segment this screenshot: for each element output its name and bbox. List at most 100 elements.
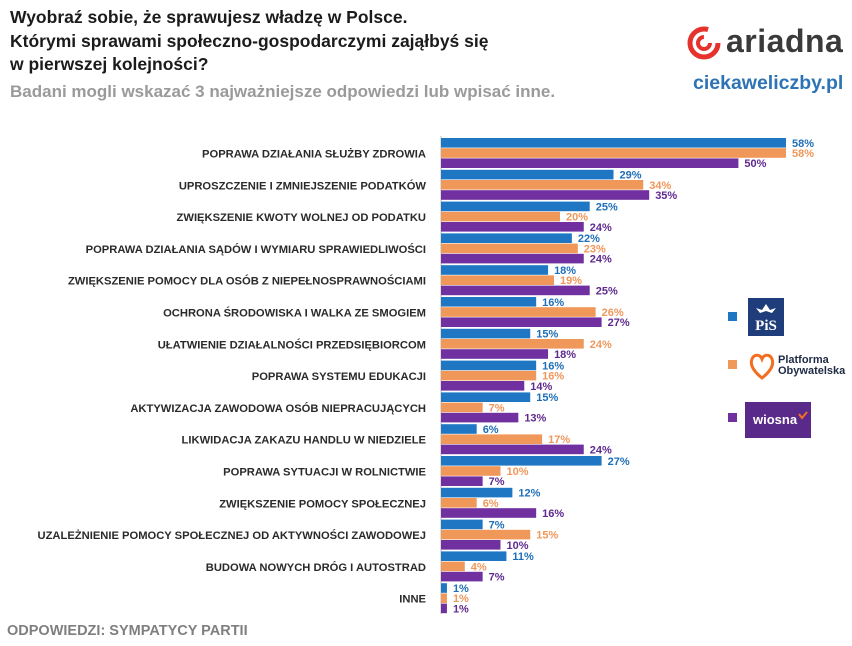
bar-wiosna xyxy=(441,253,584,264)
value-label-pis: 15% xyxy=(536,392,558,404)
value-label-pis: 22% xyxy=(578,233,600,245)
value-label-pis: 58% xyxy=(792,138,814,150)
bar-wiosna xyxy=(441,476,483,486)
value-label-po: 10% xyxy=(506,466,528,478)
value-label-wiosna: 13% xyxy=(524,413,546,425)
category-label: LIKWIDACJA ZAKAZU HANDLU W NIEDZIELE xyxy=(182,435,427,447)
bars xyxy=(441,138,786,614)
value-label-po: 26% xyxy=(602,307,624,319)
bar-pis xyxy=(441,265,549,275)
bar-wiosna xyxy=(441,381,525,391)
value-label-po: 15% xyxy=(536,530,558,542)
value-label-po: 1% xyxy=(453,593,469,605)
bar-wiosna xyxy=(441,603,447,614)
bar-po xyxy=(441,529,531,540)
value-label-wiosna: 16% xyxy=(542,508,564,520)
value-label-po: 17% xyxy=(548,434,570,446)
category-label: POPRAWA DZIAŁANIA SĄDÓW I WYMIARU SPRAWI… xyxy=(86,243,426,256)
bar-wiosna xyxy=(441,158,739,168)
bar-pis xyxy=(441,233,572,243)
legend-swatch-po xyxy=(728,360,737,369)
value-label-pis: 18% xyxy=(554,265,576,277)
bar-pis xyxy=(441,169,614,180)
bar-po xyxy=(441,307,596,317)
category-label: POPRAWA DZIAŁANIA SŁUŻBY ZDROWIA xyxy=(202,148,426,161)
bar-pis xyxy=(441,551,507,561)
category-label: UŁATWIENIE DZIAŁALNOŚCI PRZEDSIĘBIORCOM xyxy=(158,338,426,351)
bar-po xyxy=(441,180,644,190)
bar-wiosna xyxy=(441,349,549,359)
bar-wiosna xyxy=(441,317,602,327)
bar-po xyxy=(441,402,483,413)
legend-swatch-wiosna xyxy=(728,413,737,422)
wiosna-check-icon xyxy=(798,411,808,420)
category-label: ZWIĘKSZENIE POMOCY DLA OSÓB Z NIEPEŁNOSP… xyxy=(68,275,426,288)
bar-po xyxy=(441,370,537,381)
po-logo-line-2: Obywatelska xyxy=(778,365,846,377)
bar-pis xyxy=(441,392,531,402)
bar-pis xyxy=(441,138,786,148)
bar-wiosna xyxy=(441,444,584,455)
bar-wiosna xyxy=(441,412,519,423)
bar-wiosna xyxy=(441,571,483,582)
value-label-pis: 25% xyxy=(596,201,618,213)
value-label-po: 7% xyxy=(489,402,505,414)
value-label-wiosna: 7% xyxy=(489,476,505,488)
value-label-po: 34% xyxy=(649,180,671,192)
category-label: OCHRONA ŚRODOWISKA I WALKA ZE SMOGIEM xyxy=(163,307,426,320)
value-label-wiosna: 24% xyxy=(590,254,612,266)
value-label-po: 20% xyxy=(566,212,588,224)
value-label-wiosna: 50% xyxy=(744,158,766,170)
value-label-wiosna: 18% xyxy=(554,349,576,361)
bar-po xyxy=(441,434,543,444)
category-label: UPROSZCZENIE I ZMNIEJSZENIE PODATKÓW xyxy=(179,179,427,192)
pis-logo-text: PiS xyxy=(755,318,777,334)
site-link[interactable]: ciekaweliczby.pl xyxy=(693,72,844,94)
value-label-wiosna: 25% xyxy=(596,285,618,297)
chart-subtitle: Badani mogli wskazać 3 najważniejsze odp… xyxy=(10,82,556,101)
bar-wiosna xyxy=(441,285,590,296)
title-line-1: Wyobraź sobie, że sprawujesz władzę w Po… xyxy=(10,7,408,27)
category-label: ZWIĘKSZENIE POMOCY SPOŁECZNEJ xyxy=(219,498,426,510)
bar-pis xyxy=(441,328,531,339)
value-labels: 58%58%50%29%34%35%25%20%24%22%23%24%18%1… xyxy=(453,138,814,616)
po-logo: Platforma Obywatelska xyxy=(748,350,852,386)
pis-logo: PiS xyxy=(748,298,784,336)
value-label-wiosna: 10% xyxy=(506,540,528,552)
value-label-wiosna: 27% xyxy=(608,317,630,329)
value-label-pis: 6% xyxy=(483,424,499,436)
bar-po xyxy=(441,466,501,476)
category-label: INNE xyxy=(399,594,426,606)
value-label-pis: 27% xyxy=(608,456,630,468)
bar-pis xyxy=(441,201,590,212)
category-label: UZALEŻNIENIE POMOCY SPOŁECZNEJ OD AKTYWN… xyxy=(38,529,426,542)
category-label: AKTYWIZACJA ZAWODOWA OSÓB NIEPRACUJĄCYCH xyxy=(130,402,426,415)
title-line-3: w pierwszej kolejności? xyxy=(10,54,209,74)
bar-wiosna xyxy=(441,222,584,232)
bar-po xyxy=(441,498,477,508)
value-label-pis: 16% xyxy=(542,297,564,309)
ariadna-logo: ariadna xyxy=(687,23,852,64)
category-label: POPRAWA SYTUACJI W ROLNICTWIE xyxy=(223,467,426,479)
chart-title: Wyobraź sobie, że sprawujesz władzę w Po… xyxy=(10,6,488,77)
wiosna-logo: wiosna xyxy=(745,402,811,438)
bar-wiosna xyxy=(441,508,537,518)
title-line-2: Którymi sprawami społeczno-gospodarczymi… xyxy=(10,30,489,51)
value-label-po: 23% xyxy=(584,243,606,255)
bar-pis xyxy=(441,519,483,530)
bar-po xyxy=(441,593,447,603)
value-label-wiosna: 35% xyxy=(655,190,677,202)
category-label: ZWIĘKSZENIE KWOTY WOLNEJ OD PODATKU xyxy=(177,212,426,224)
value-label-pis: 29% xyxy=(620,170,642,182)
value-label-pis: 12% xyxy=(518,488,540,500)
value-label-po: 16% xyxy=(542,371,564,383)
bar-po xyxy=(441,211,560,222)
bar-po xyxy=(441,275,555,285)
bar-po xyxy=(441,243,578,254)
category-label: POPRAWA SYSTEMU EDUKACJI xyxy=(252,371,426,383)
value-label-pis: 11% xyxy=(512,551,534,563)
value-label-wiosna: 24% xyxy=(590,222,612,234)
value-label-pis: 1% xyxy=(453,583,469,595)
wiosna-logo-text: wiosna xyxy=(753,412,798,427)
footer-note: ODPOWIEDZI: SYMPATYCY PARTII xyxy=(7,623,248,639)
